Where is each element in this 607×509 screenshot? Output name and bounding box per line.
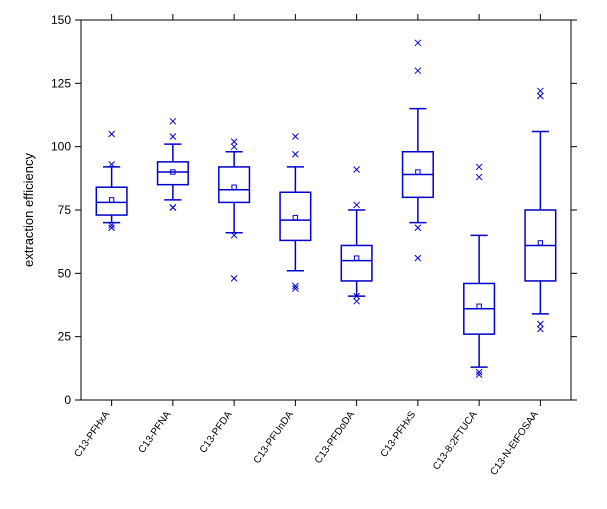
mean-marker (538, 241, 542, 245)
x-tick-label: C13-PFHxA (72, 409, 112, 459)
boxplot-chart: 0 25 50 75 100 125 150 extraction efficiency C13… (0, 0, 607, 509)
x-tick-label: C13-PFUnDA (252, 409, 296, 466)
y-tick-label: 125 (51, 76, 71, 90)
x-tick-label: C13-8:2FTUCA (431, 409, 480, 472)
box-group (525, 88, 556, 332)
y-tick-label: 0 (64, 393, 71, 407)
box-group (403, 40, 434, 261)
y-tick-label: 75 (58, 203, 72, 217)
y-tick-label: 50 (58, 266, 72, 280)
y-axis-title: extraction efficiency (21, 153, 36, 267)
box-group (341, 166, 372, 304)
box-group (158, 118, 189, 210)
mean-marker (293, 215, 297, 219)
x-tick-label: C13-PFHxS (379, 409, 419, 459)
y-tick-label: 25 (58, 330, 72, 344)
mean-marker (109, 198, 113, 202)
mean-marker (416, 170, 420, 174)
mean-marker (232, 185, 236, 189)
y-tick-label: 150 (51, 13, 71, 27)
y-tick-label: 100 (51, 140, 71, 154)
x-tick-label: C13-PFNA (137, 409, 174, 455)
box-group (464, 164, 495, 378)
box-group (96, 131, 127, 231)
x-tick-label: C13-PFDoDA (313, 409, 357, 466)
mean-marker (354, 256, 358, 260)
mean-marker (477, 304, 481, 308)
box-group (219, 139, 250, 282)
x-tick-label: C13-N-EtFOSAA (488, 409, 541, 477)
box-group (280, 134, 311, 292)
chart-svg: 0 25 50 75 100 125 150 extraction efficiency C13… (0, 0, 607, 509)
x-tick-label: C13-PFDA (198, 409, 235, 455)
